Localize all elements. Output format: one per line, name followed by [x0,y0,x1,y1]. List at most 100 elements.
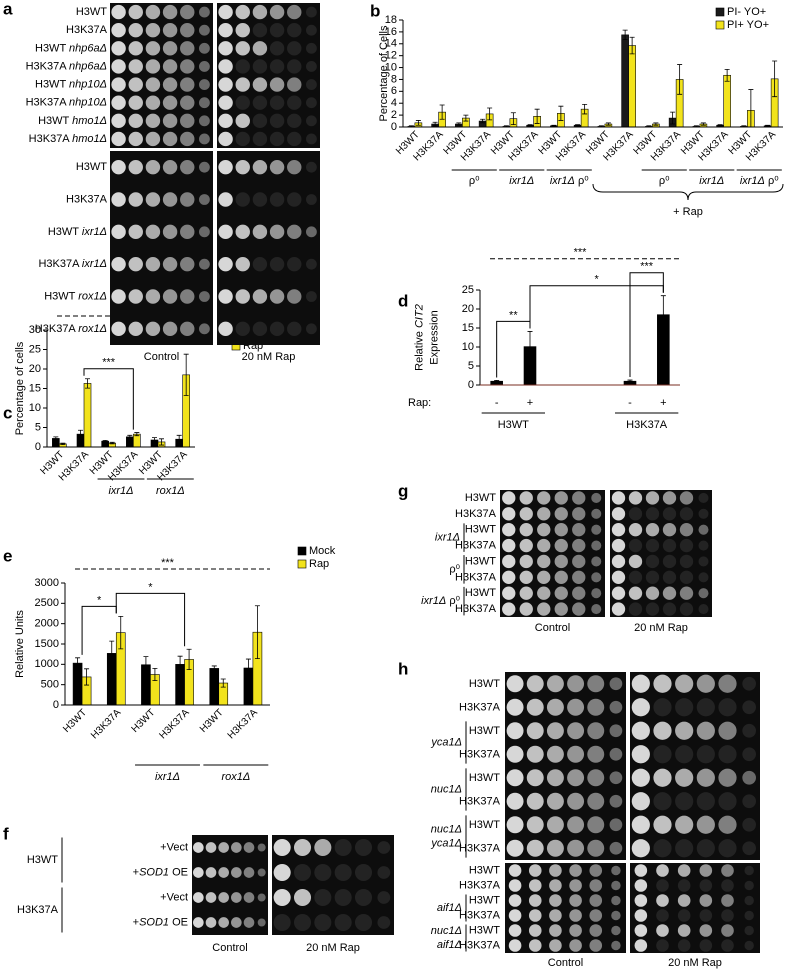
colony-spot [243,867,255,878]
colony-spot [742,817,756,832]
colony-spot [252,95,268,110]
plate-image [217,151,320,345]
strain-label: H3K37A nhp10Δ [26,97,107,109]
colony-spot [306,323,317,335]
colony-spot [634,924,648,937]
colony-spot [662,570,677,584]
colony-spot [293,913,312,932]
colony-spot [111,59,126,74]
strain-label: H3K37A [455,508,497,520]
italic-text-part: rox1Δ [78,290,107,302]
error-bar [494,380,500,383]
group-label: rox1Δ [221,771,250,783]
colony-spot [145,41,161,56]
colony-spot [218,256,233,272]
colony-spot [269,321,285,337]
colony-spot [611,602,626,616]
colony-spot [306,194,317,205]
colony-spot [567,792,585,810]
colony-spot [257,893,266,902]
significance-bracket [83,368,134,430]
colony-spot [677,879,691,892]
colony-spot [180,192,195,207]
colony-spot [628,554,643,569]
colony-spot [718,768,737,787]
colony-spot [354,888,373,907]
colony-spot [645,507,660,521]
colony-spot [631,745,650,764]
error-bar [75,657,81,669]
colony-spot [257,918,266,927]
colony-spot [645,602,660,616]
colony-spot [506,769,524,787]
strain-label: H3WT [76,161,107,173]
colony-spot [662,602,677,616]
colony-spot [677,924,691,937]
colony-spot [128,4,143,20]
colony-spot [205,867,217,878]
error-bar [176,434,182,444]
italic-text-part: ixr1Δ [421,595,446,607]
text-part: H3K37A [459,701,501,713]
colony-spot [218,159,233,175]
colony-spot [193,917,204,928]
colony-spot [502,554,516,569]
error-bar [53,436,59,441]
plate-image [630,672,760,860]
colony-spot [698,540,709,551]
colony-spot [569,879,582,892]
colony-spot [252,77,268,92]
colony-spot [306,291,317,302]
colony-spot [293,888,312,907]
colony-spot [679,507,694,521]
italic-text-part: ixr1Δ [155,771,180,783]
colony-spot [235,41,250,56]
colony-spot [677,939,691,952]
error-bar [510,112,516,126]
strain-label: H3WT [469,894,500,906]
colony-spot [609,724,623,738]
y-tick-label: 2000 [35,618,59,630]
colony-spot [306,161,317,173]
colony-spot [193,892,204,903]
error-bar [152,668,158,681]
condition-label: 20 nM Rap [242,351,296,363]
y-tick-label: 2500 [35,597,59,609]
colony-spot [128,77,143,92]
text-part: H3K37A [455,571,497,583]
group-label: H3WT [498,419,529,431]
colony-spot [699,924,713,937]
y-tick-label: 25 [462,284,474,296]
italic-text-part: aif1Δ [437,939,462,951]
group-label: nuc1Δ [431,925,462,937]
panel-letter: d [398,291,408,310]
y-tick-label: 0 [391,121,397,133]
x-tick-label: H3WT [130,707,158,735]
colony-spot [128,41,143,56]
colony-spot [679,523,694,537]
colony-spot [218,95,233,110]
colony-spot [199,79,210,90]
colony-spot [128,59,143,74]
colony-spot [587,769,605,787]
colony-spot [567,675,585,693]
colony-spot [145,113,161,129]
colony-spot [718,674,737,693]
colony-spot [306,97,317,109]
colony-spot [199,42,210,54]
y-axis-label: Expression [428,310,440,364]
colony-spot [677,894,691,907]
strain-label: H3K37A hmo1Δ [29,133,107,145]
y-tick-label: 2 [391,109,397,121]
colony-spot [589,939,603,952]
colony-spot [699,909,713,922]
colony-spot [377,841,391,854]
italic-text-part: ixr1Δ [82,226,107,238]
error-bar [102,439,108,443]
y-tick-label: 10 [385,61,397,73]
colony-spot [589,924,603,937]
colony-spot [653,721,672,740]
legend-label: Rap [309,558,329,570]
colony-spot [554,507,568,521]
condition-label: Control [548,957,583,969]
